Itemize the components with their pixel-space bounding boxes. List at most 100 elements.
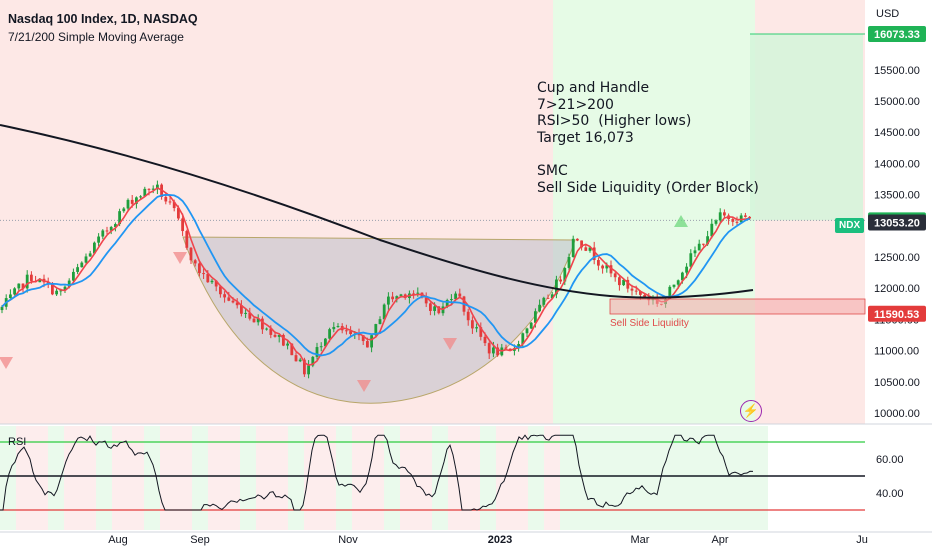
y-tick-label: 14000.00 [874, 158, 920, 170]
candle-body [613, 273, 617, 278]
rsi-zone [736, 426, 752, 530]
candle-body [702, 243, 705, 245]
candle-body [223, 294, 226, 298]
sell-signal-marker [173, 252, 187, 264]
candle-body [9, 294, 12, 299]
candle-body [735, 221, 739, 223]
rsi-zone [208, 426, 224, 530]
candle-body [286, 343, 289, 346]
candle-body [256, 318, 260, 323]
note-line: Cup and Handle [537, 80, 650, 96]
candle-body [38, 278, 42, 283]
candle-body [643, 294, 646, 298]
candle-body [210, 280, 214, 283]
candle-body [189, 247, 193, 261]
candle-body [672, 284, 676, 287]
chart-legend: Nasdaq 100 Index, 1D, NASDAQ 7/21/200 Si… [8, 10, 198, 46]
candle-body [395, 296, 399, 300]
target-box [0, 33, 865, 221]
price-tag [868, 305, 926, 322]
candle-body [424, 297, 428, 304]
candle-body [676, 280, 680, 285]
candle-body [63, 286, 67, 291]
x-tick-label: Apr [711, 534, 728, 546]
rsi-zone [336, 426, 352, 530]
candle-body [164, 196, 168, 202]
rsi-zone [544, 426, 560, 530]
candle-body [609, 265, 613, 274]
buy-signal-marker [674, 215, 688, 227]
rsi-zone [464, 426, 480, 530]
candle-body [723, 212, 726, 216]
candle-body [454, 293, 457, 300]
rsi-zone [256, 426, 272, 530]
candle-body [521, 333, 525, 345]
candle-body [382, 304, 386, 320]
candle-body [118, 211, 121, 225]
candle-body [555, 279, 558, 295]
rsi-zone [672, 426, 688, 530]
candle-body [231, 300, 235, 303]
candle-body [122, 208, 126, 212]
candle-body [361, 335, 365, 342]
candle-body [374, 324, 378, 336]
candle-body [634, 290, 638, 292]
y-tick-label: 13500.00 [874, 190, 920, 202]
candle-body [483, 336, 487, 344]
candle-body [336, 326, 340, 328]
candle-body [235, 302, 239, 306]
candle-body [458, 293, 462, 297]
order-block [609, 298, 866, 315]
price-tag-label: 16073.33 [874, 29, 920, 41]
candle-body [416, 292, 420, 294]
candle-body [172, 201, 176, 209]
candle-body [370, 335, 373, 348]
sell-signal-marker [0, 357, 13, 369]
candle-body [206, 273, 210, 283]
candle-body [471, 320, 474, 329]
rsi-zone [752, 426, 768, 530]
price-tag-label: 13053.20 [874, 217, 920, 229]
candle-body [391, 296, 394, 300]
candle-body [130, 199, 134, 204]
candle-body [315, 347, 319, 357]
candle-body [135, 197, 138, 204]
candle-body [622, 279, 625, 286]
moving-averages [0, 124, 754, 367]
candle-body [748, 216, 751, 219]
rsi-zone [128, 426, 144, 530]
candle-body [437, 306, 441, 314]
x-tick-label: Ju [856, 534, 868, 546]
candle-body [303, 359, 306, 375]
rsi-zone [304, 426, 320, 530]
rsi-label: RSI [8, 436, 27, 448]
lightning-icon[interactable]: ⚡ [740, 400, 762, 422]
rsi-zone [240, 426, 256, 530]
candle-body [139, 196, 142, 198]
price-tag-label: 11590.53 [874, 309, 919, 321]
rsi-zone [560, 426, 576, 530]
candle-body [387, 296, 390, 305]
candle-body [580, 240, 583, 248]
candle-body [72, 271, 75, 281]
candle-body [101, 230, 105, 237]
candle-body [0, 306, 4, 311]
rsi-zone [656, 426, 672, 530]
candle-body [731, 219, 735, 222]
candle-body [273, 334, 277, 337]
note-line: Target 16,073 [537, 129, 634, 146]
x-tick-label: Nov [338, 534, 358, 546]
rsi-zone [112, 426, 128, 530]
rsi-zone [496, 426, 512, 530]
candle-body [639, 291, 642, 295]
candle-body [618, 277, 621, 286]
candle-body [324, 338, 327, 347]
candle-body [282, 334, 285, 346]
rsi-zone [704, 426, 720, 530]
candle-body [269, 328, 273, 335]
rsi-zone [528, 426, 544, 530]
candle-body [487, 343, 491, 354]
rsi-zone [160, 426, 176, 530]
rsi-zone [144, 426, 160, 530]
candle-body [265, 328, 268, 330]
